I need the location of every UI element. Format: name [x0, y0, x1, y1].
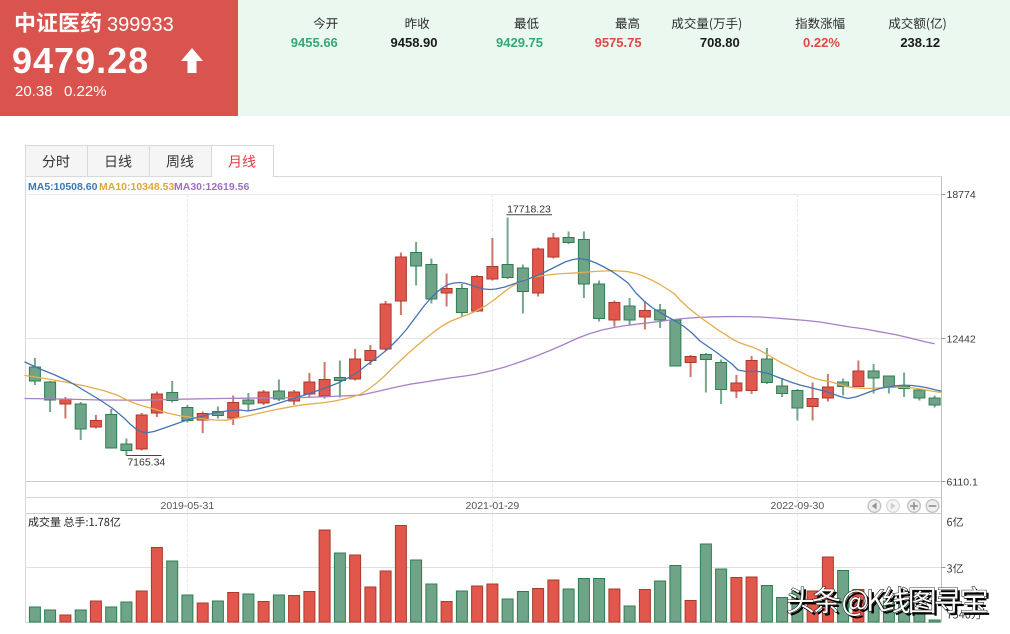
svg-text:2019-05-31: 2019-05-31	[161, 500, 215, 512]
svg-text:708.80: 708.80	[700, 35, 740, 50]
svg-text:9455.66: 9455.66	[291, 35, 338, 50]
svg-text:238.12: 238.12	[900, 35, 940, 50]
svg-text:12442: 12442	[947, 333, 976, 345]
svg-text:2021-01-29: 2021-01-29	[466, 500, 520, 512]
svg-text:2022-09-30: 2022-09-30	[771, 500, 825, 512]
svg-text:399933: 399933	[107, 14, 174, 36]
svg-text:20.38: 20.38	[15, 83, 53, 100]
svg-text:18774: 18774	[947, 189, 976, 201]
svg-text:17718.23: 17718.23	[507, 204, 551, 216]
svg-text:9429.75: 9429.75	[496, 35, 543, 50]
svg-text:9479.28: 9479.28	[12, 40, 149, 81]
svg-text:MA30:12619.56: MA30:12619.56	[174, 181, 249, 193]
svg-text:0.22%: 0.22%	[64, 83, 107, 100]
svg-text:9458.90: 9458.90	[391, 35, 438, 50]
svg-text:MA5:10508.60: MA5:10508.60	[28, 181, 98, 193]
svg-text:0.22%: 0.22%	[803, 35, 840, 50]
svg-text:7165.34: 7165.34	[127, 457, 165, 469]
svg-text:9575.75: 9575.75	[595, 35, 642, 50]
svg-text:MA10:10348.53: MA10:10348.53	[99, 181, 174, 193]
svg-text:6110.1: 6110.1	[947, 476, 978, 488]
